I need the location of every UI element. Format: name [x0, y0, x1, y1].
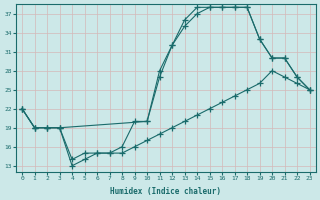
- X-axis label: Humidex (Indice chaleur): Humidex (Indice chaleur): [110, 187, 221, 196]
